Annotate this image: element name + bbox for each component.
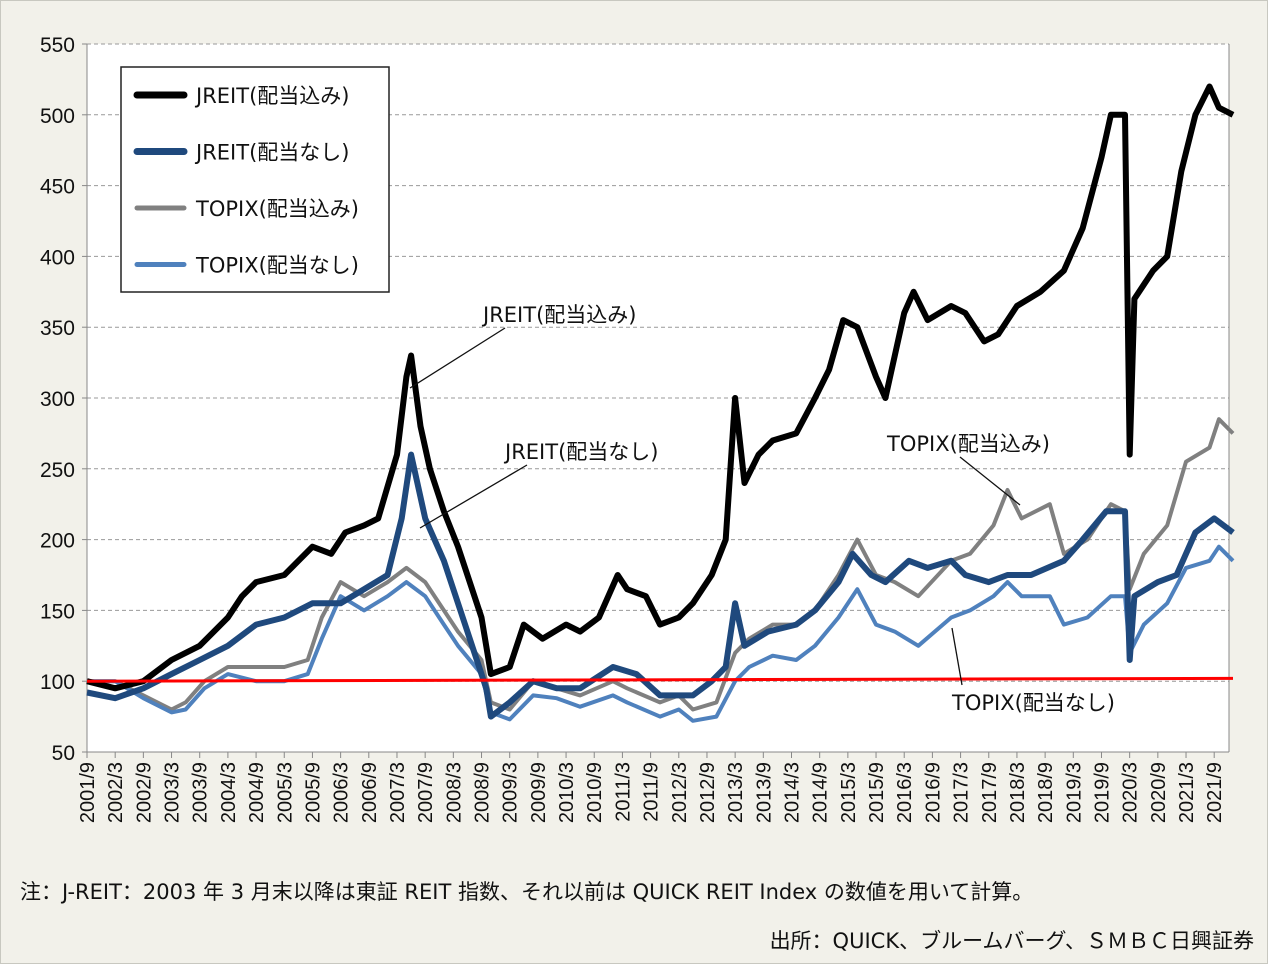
x-tick-label: 2020/3 <box>1120 762 1142 823</box>
legend-label: TOPIX(配当込み) <box>195 197 359 221</box>
x-tick-label: 2013/3 <box>725 762 747 823</box>
x-tick-label: 2008/9 <box>472 762 494 823</box>
x-tick-label: 2006/9 <box>359 762 381 823</box>
x-tick-label: 2004/3 <box>218 762 240 823</box>
x-tick-label: 2010/9 <box>584 762 606 823</box>
legend-box <box>120 66 390 293</box>
annotation-label: JREIT(配当込み) <box>481 303 636 327</box>
annotation-leader <box>951 627 963 686</box>
x-tick-label: 2016/3 <box>894 762 916 823</box>
x-tick-label: 2008/3 <box>443 762 465 823</box>
annotation-leader <box>409 327 506 389</box>
x-tick-label: 2016/9 <box>922 762 944 823</box>
x-tick-label: 2009/3 <box>500 762 522 823</box>
series-line <box>86 83 1235 692</box>
x-tick-label: 2018/9 <box>1035 762 1057 823</box>
x-tick-label: 2005/3 <box>274 762 296 823</box>
y-tick-label: 550 <box>40 34 75 57</box>
source-note: 出所：QUICK、ブルームバーグ、ＳＭＢＣ日興証券 <box>769 929 1254 953</box>
x-tick-label: 2021/3 <box>1176 762 1198 823</box>
y-tick-label: 200 <box>40 530 75 553</box>
annotation-leader <box>419 464 528 529</box>
x-tick-label: 2010/3 <box>556 762 578 823</box>
x-tick-label: 2011/9 <box>641 762 663 822</box>
legend-label: JREIT(配当なし) <box>194 141 349 165</box>
y-tick-label: 450 <box>40 176 75 199</box>
x-tick-label: 2005/9 <box>302 762 324 823</box>
x-tick-label: 2017/3 <box>951 762 973 823</box>
x-tick-label: 2002/9 <box>133 762 155 823</box>
x-tick-label: 2006/3 <box>331 762 353 823</box>
x-tick-label: 2018/3 <box>1007 762 1029 823</box>
annotation-label: JREIT(配当なし) <box>503 440 658 464</box>
series-line <box>87 544 1235 723</box>
y-tick-label: 300 <box>40 388 75 411</box>
x-tick-label: 2007/9 <box>415 762 437 823</box>
x-tick-label: 2003/9 <box>190 762 212 823</box>
x-tick-label: 2011/3 <box>612 762 634 822</box>
y-tick-label: 50 <box>52 742 75 765</box>
x-tick-label: 2014/9 <box>810 762 832 823</box>
x-tick-label: 2021/9 <box>1204 762 1226 823</box>
x-tick-label: 2017/9 <box>979 762 1001 823</box>
x-tick-label: 2015/3 <box>838 762 860 823</box>
x-tick-label: 2004/9 <box>246 762 268 823</box>
y-tick-label: 350 <box>40 317 75 340</box>
annotation-label: TOPIX(配当込み) <box>886 432 1050 456</box>
x-tick-label: 2019/9 <box>1091 762 1113 823</box>
x-tick-label: 2007/3 <box>387 762 409 823</box>
baseline-100-line <box>86 676 1234 683</box>
y-tick-label: 250 <box>40 459 75 482</box>
x-tick-label: 2020/9 <box>1148 762 1170 823</box>
x-tick-label: 2003/3 <box>162 762 184 823</box>
x-tick-label: 2019/3 <box>1063 762 1085 823</box>
y-tick-label: 400 <box>40 246 75 269</box>
x-tick-label: 2012/9 <box>697 762 719 823</box>
annotation-label: TOPIX(配当なし) <box>951 691 1115 715</box>
x-tick-label: 2001/9 <box>77 762 99 823</box>
series-line <box>86 451 1235 720</box>
annotation-leader <box>959 456 1021 506</box>
x-tick-label: 2013/9 <box>753 762 775 823</box>
x-tick-label: 2015/9 <box>866 762 888 823</box>
y-tick-label: 500 <box>40 105 75 128</box>
x-tick-label: 2014/3 <box>782 762 804 823</box>
y-tick-label: 100 <box>40 671 75 694</box>
footnote: 注：J-REIT：2003 年 3 月末以降は東証 REIT 指数、それ以前は … <box>20 880 1034 904</box>
x-tick-label: 2002/3 <box>105 762 127 823</box>
x-tick-label: 2009/9 <box>528 762 550 823</box>
y-tick-label: 150 <box>40 600 75 623</box>
x-tick-label: 2012/3 <box>669 762 691 823</box>
legend: JREIT(配当込み) JREIT(配当なし) TOPIX(配当込み) TOPIX(配… <box>120 66 390 293</box>
legend-label: JREIT(配当込み) <box>194 84 349 108</box>
legend-label: TOPIX(配当なし) <box>195 254 359 278</box>
